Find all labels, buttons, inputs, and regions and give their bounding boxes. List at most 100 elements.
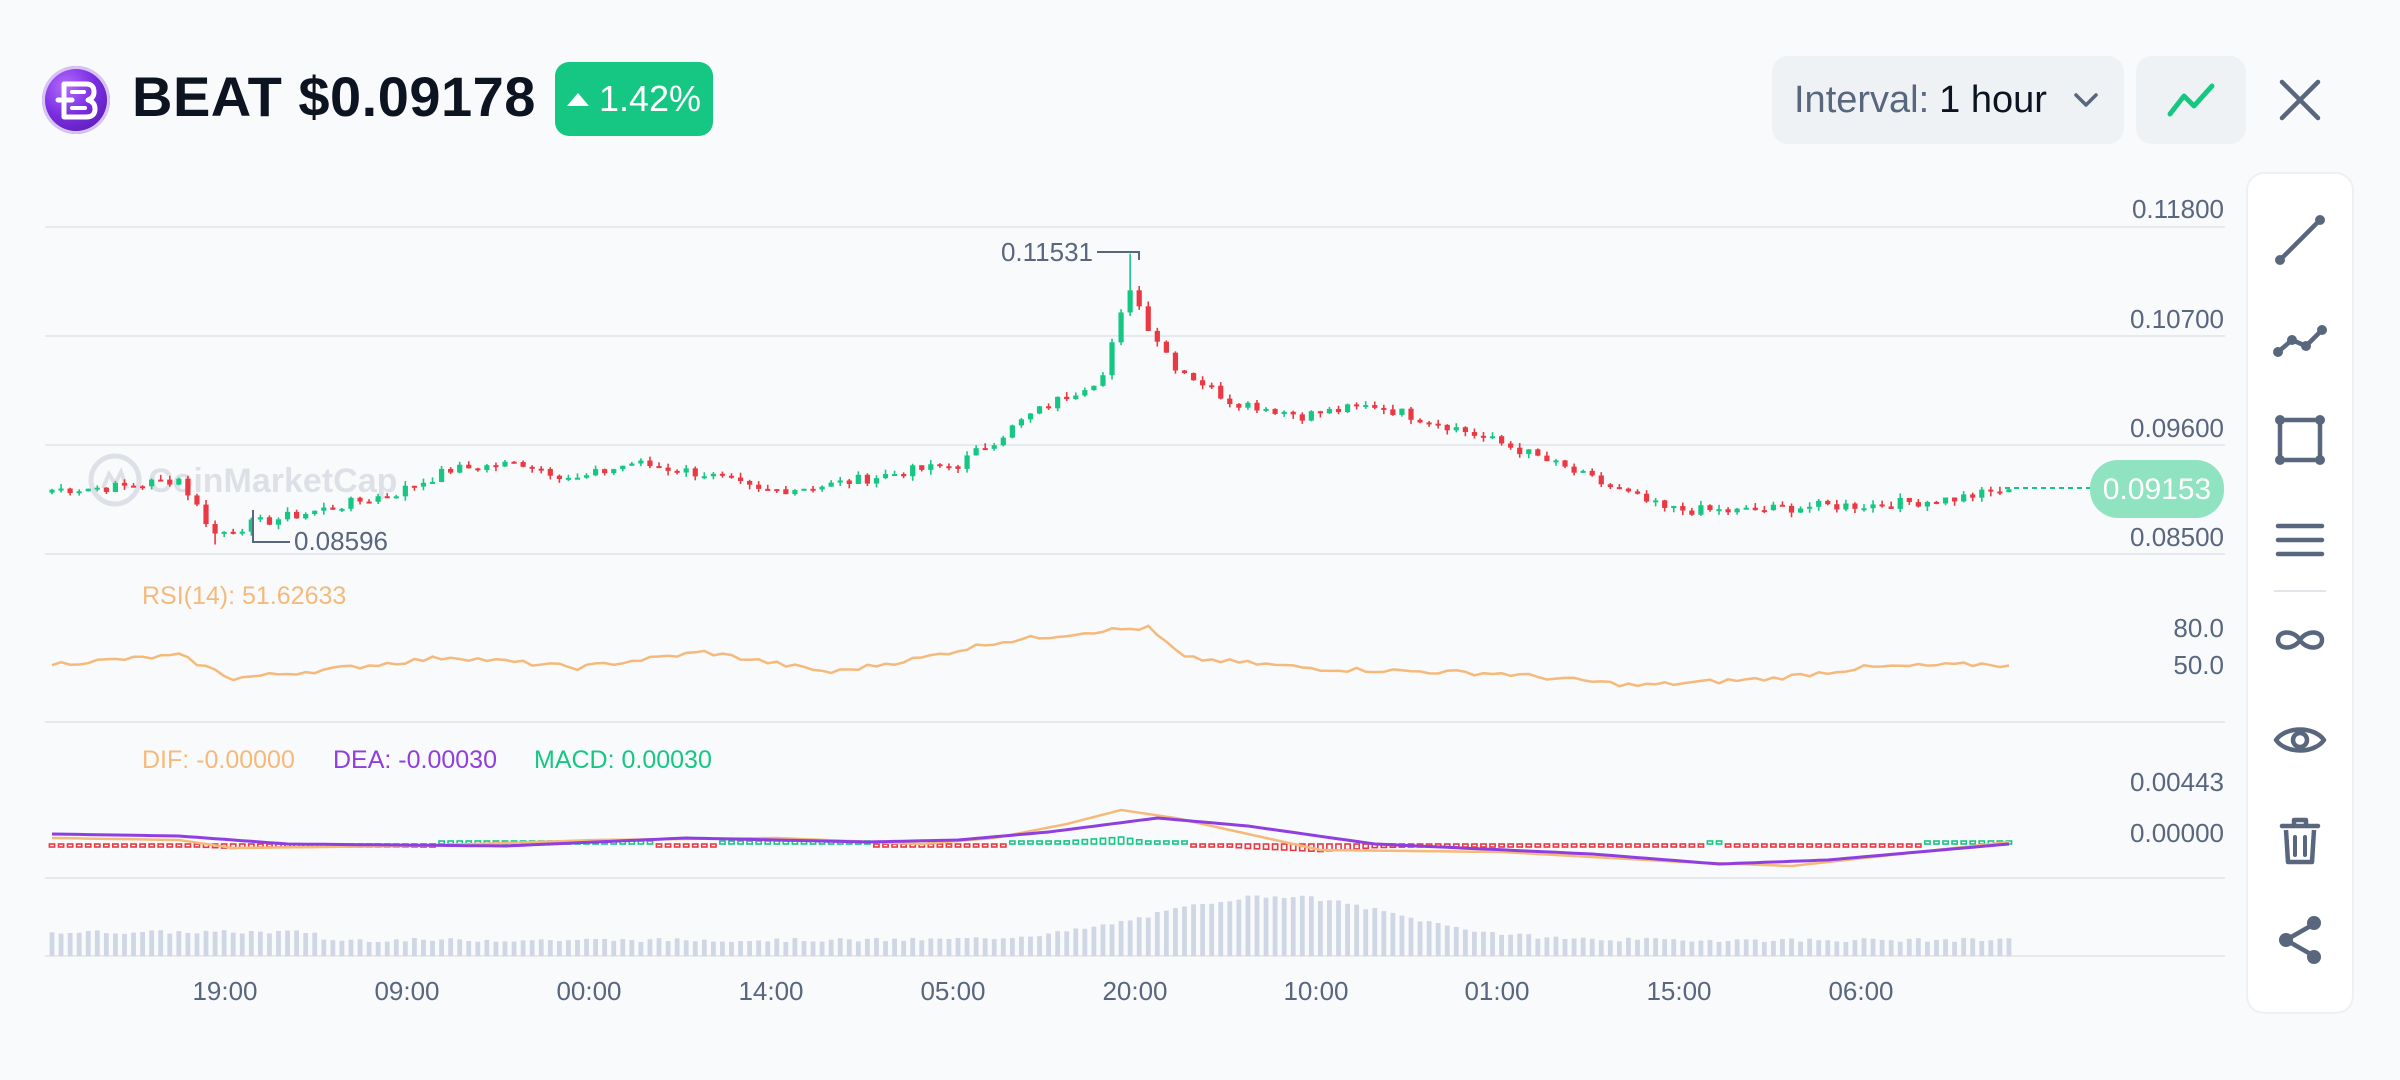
- price-chart[interactable]: CoinMarketCap 0.11800 0.10700 0.09600 0.…: [0, 180, 2240, 1060]
- candle: [194, 493, 200, 507]
- macd-bar: [728, 840, 735, 845]
- macd-bar: [1670, 843, 1678, 848]
- macd-bar: [972, 843, 980, 848]
- macd-bar: [139, 843, 146, 848]
- share-tool[interactable]: [2270, 910, 2330, 970]
- volume-bar: [783, 941, 789, 956]
- candle: [991, 443, 997, 451]
- candle: [1788, 503, 1795, 518]
- candle: [1036, 405, 1043, 415]
- time-label-1: 09:00: [374, 976, 439, 1006]
- candle: [1489, 432, 1496, 440]
- candle: [855, 471, 861, 485]
- volume-bar: [928, 938, 934, 956]
- polyline-tool[interactable]: [2270, 310, 2330, 370]
- volume-bar: [1771, 940, 1776, 956]
- infinite-line-tool[interactable]: [2270, 610, 2330, 670]
- candle: [1408, 406, 1414, 425]
- interval-dropdown[interactable]: Interval: 1 hour: [1772, 56, 2124, 144]
- candle: [1942, 497, 1949, 506]
- volume-bar: [1354, 904, 1360, 956]
- volume-bar: [665, 941, 671, 956]
- volume-bar: [964, 938, 970, 956]
- candle: [1272, 408, 1278, 415]
- candle: [774, 489, 780, 493]
- candle: [529, 465, 535, 473]
- candle: [1453, 423, 1459, 433]
- volume-bar: [1571, 938, 1577, 956]
- candle: [420, 478, 427, 491]
- candle: [103, 487, 109, 494]
- time-axis: 19:00 09:00 00:00 14:00 05:00 20:00 10:0…: [192, 976, 1893, 1006]
- volume-bar: [1834, 941, 1840, 956]
- volume-bar: [1336, 900, 1341, 956]
- candle: [212, 520, 218, 545]
- candle: [1888, 501, 1894, 510]
- candle: [384, 493, 390, 499]
- candle: [511, 461, 517, 464]
- candle: [1172, 351, 1179, 374]
- volume-bar: [1009, 938, 1015, 956]
- trend-line-tool[interactable]: [2270, 210, 2330, 270]
- candle: [1988, 486, 1994, 497]
- macd-bar: [882, 843, 889, 848]
- candle: [1073, 392, 1079, 400]
- candle: [257, 514, 263, 523]
- volume-bar: [1191, 904, 1196, 956]
- macd-bar: [737, 840, 744, 845]
- volume-bar: [1825, 940, 1831, 956]
- macd-bar: [1652, 843, 1660, 848]
- candle: [1535, 448, 1541, 457]
- volume-bar: [892, 938, 897, 956]
- macd-bar: [1153, 840, 1161, 845]
- candle: [611, 468, 617, 476]
- candle: [1218, 382, 1224, 400]
- macd-bar: [1552, 843, 1560, 848]
- volume-bar: [792, 937, 798, 956]
- macd-bar: [1072, 839, 1080, 845]
- candle: [1517, 443, 1523, 458]
- volume-bar: [1100, 924, 1106, 956]
- volume-bar: [1988, 940, 1994, 956]
- macd-bar: [1887, 843, 1895, 848]
- volume-bar: [674, 938, 680, 956]
- rectangle-tool[interactable]: [2270, 410, 2330, 470]
- macd-bar: [1770, 843, 1777, 848]
- candle: [1471, 428, 1478, 439]
- time-label-0: 19:00: [192, 976, 257, 1006]
- macd-bar: [157, 843, 165, 848]
- candle: [520, 460, 526, 468]
- macd-bar: [1597, 843, 1605, 848]
- volume-bar: [1109, 924, 1115, 956]
- candle: [1335, 405, 1342, 415]
- delete-drawings-tool[interactable]: [2270, 810, 2330, 870]
- macd-bar: [954, 843, 962, 848]
- time-label-3: 14:00: [738, 976, 803, 1006]
- parallel-lines-tool[interactable]: [2270, 510, 2330, 570]
- macd-bar: [148, 843, 156, 848]
- volume-bars: [49, 895, 2012, 956]
- chart-type-button[interactable]: [2136, 56, 2246, 144]
- polyline-icon: [2273, 325, 2327, 357]
- volume-bar: [1861, 938, 1867, 956]
- candle: [1879, 500, 1885, 508]
- toggle-visibility-tool[interactable]: [2270, 710, 2330, 770]
- macd-bar: [1842, 843, 1850, 848]
- close-button[interactable]: [2270, 70, 2330, 130]
- candle: [339, 508, 345, 513]
- candle: [266, 515, 273, 526]
- candle: [1526, 449, 1532, 459]
- macd-bar: [1625, 843, 1632, 848]
- macd-bar: [1643, 843, 1650, 848]
- candle: [692, 466, 698, 481]
- macd-bar: [1262, 843, 1270, 850]
- candle: [910, 463, 916, 481]
- candle: [1263, 407, 1269, 412]
- candle: [1634, 489, 1641, 495]
- volume-bar: [547, 940, 553, 956]
- macd-bar: [1579, 843, 1587, 848]
- candle: [1979, 486, 1985, 502]
- volume-bar: [1399, 915, 1405, 956]
- candle: [284, 507, 291, 522]
- price-change-value: 1.42%: [598, 78, 702, 119]
